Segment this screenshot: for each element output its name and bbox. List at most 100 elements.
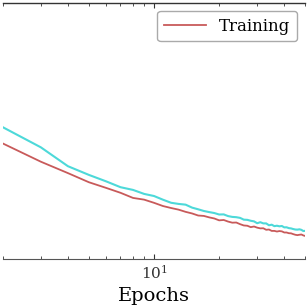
Validation: [267, 223, 271, 227]
Validation: [217, 213, 221, 216]
Training: [261, 226, 265, 230]
Training: [202, 214, 206, 218]
Validation: [196, 208, 200, 211]
Training: [207, 216, 211, 219]
Validation: [285, 225, 288, 229]
Training: [142, 198, 146, 201]
Validation: [264, 221, 268, 225]
Validation: [261, 221, 265, 225]
Validation: [161, 198, 165, 201]
Training: [291, 232, 295, 236]
Line: Validation: Validation: [0, 83, 305, 231]
Training: [303, 234, 307, 238]
Training: [264, 228, 268, 232]
Validation: [296, 228, 299, 232]
Validation: [278, 225, 281, 228]
Validation: [291, 227, 295, 231]
Validation: [66, 164, 70, 168]
Validation: [238, 216, 242, 220]
Training: [273, 229, 276, 233]
Training: [285, 231, 288, 234]
Validation: [275, 224, 279, 228]
Line: Training: Training: [0, 101, 305, 236]
Training: [152, 201, 156, 205]
Validation: [303, 229, 307, 233]
Legend: Training: Training: [157, 11, 297, 42]
Validation: [298, 228, 301, 231]
Validation: [234, 215, 238, 219]
Validation: [202, 209, 206, 213]
Training: [302, 233, 305, 237]
X-axis label: Epochs: Epochs: [118, 287, 190, 305]
Training: [300, 233, 303, 236]
Training: [217, 218, 221, 222]
Training: [289, 232, 293, 235]
Training: [184, 210, 188, 214]
Training: [131, 196, 135, 200]
Validation: [230, 215, 234, 219]
Training: [287, 231, 291, 235]
Training: [245, 224, 249, 228]
Training: [255, 226, 259, 229]
Training: [87, 180, 91, 184]
Validation: [245, 218, 249, 222]
Training: [278, 229, 281, 233]
Training: [258, 226, 262, 230]
Training: [161, 204, 165, 208]
Training: [222, 218, 225, 222]
Validation: [207, 210, 211, 214]
Training: [177, 208, 180, 212]
Training: [196, 214, 200, 217]
Validation: [1, 125, 5, 129]
Validation: [87, 173, 91, 177]
Validation: [184, 203, 188, 206]
Training: [282, 231, 286, 234]
Training: [104, 186, 108, 190]
Validation: [213, 211, 216, 215]
Validation: [273, 224, 276, 228]
Training: [238, 222, 242, 226]
Validation: [282, 225, 286, 229]
Validation: [242, 218, 245, 221]
Training: [119, 191, 122, 195]
Validation: [249, 219, 253, 223]
Training: [294, 233, 297, 237]
Validation: [252, 220, 256, 223]
Validation: [289, 227, 293, 230]
Training: [226, 220, 230, 223]
Training: [275, 230, 279, 233]
Validation: [222, 213, 225, 216]
Validation: [258, 220, 262, 224]
Training: [39, 160, 43, 164]
Training: [1, 142, 5, 145]
Validation: [302, 229, 305, 233]
Training: [252, 225, 256, 228]
Validation: [119, 185, 122, 189]
Training: [190, 212, 194, 215]
Training: [213, 217, 216, 220]
Validation: [226, 214, 230, 218]
Validation: [39, 145, 43, 149]
Validation: [152, 194, 156, 198]
Validation: [131, 188, 135, 192]
Validation: [169, 201, 173, 205]
Training: [267, 228, 271, 231]
Validation: [255, 221, 259, 225]
Training: [242, 224, 245, 227]
Validation: [280, 224, 284, 228]
Validation: [294, 228, 297, 231]
Validation: [270, 223, 274, 227]
Validation: [190, 206, 194, 209]
Training: [298, 233, 301, 237]
Training: [66, 171, 70, 175]
Training: [280, 229, 284, 233]
Validation: [177, 202, 180, 206]
Validation: [287, 226, 291, 230]
Training: [169, 206, 173, 210]
Training: [249, 225, 253, 229]
Validation: [104, 180, 108, 183]
Training: [230, 221, 234, 225]
Training: [234, 221, 238, 224]
Training: [270, 229, 274, 233]
Validation: [300, 228, 303, 232]
